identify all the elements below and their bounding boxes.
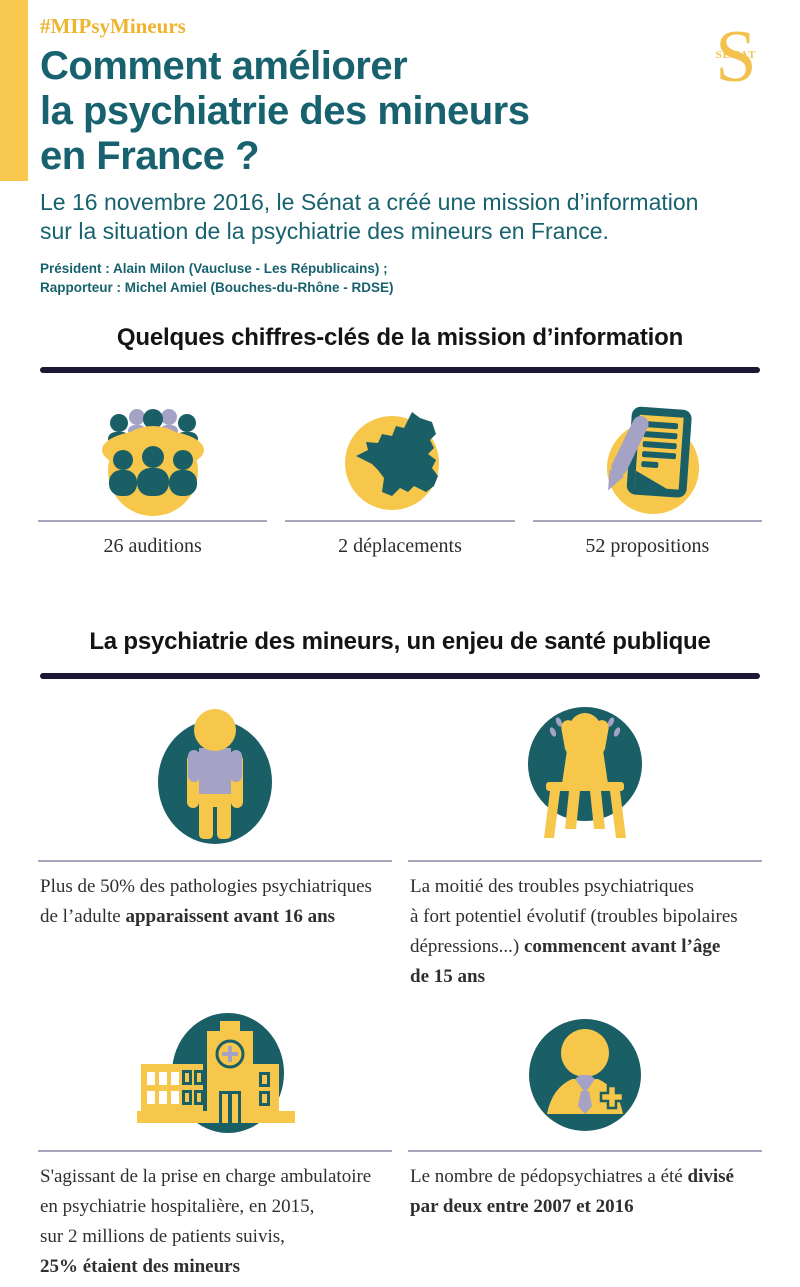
fact-text-regular: S'agissant de la prise en charge ambulat… [40,1166,372,1247]
page-title-line: la psychiatrie des mineurs [40,89,530,133]
page-title-line: Comment améliorer [40,44,408,88]
france-map-icon [285,392,514,518]
fact-text-bold: divisé par deux entre 2007 et 2016 [410,1166,734,1217]
section-heading-public-health: La psychiatrie des mineurs, un enjeu de … [89,628,711,655]
credits: Président : Alain Milon (Vaucluse - Les … [40,259,700,297]
fact-troubles: La moitié des troubles psychiatriques à … [408,692,762,992]
crying-person-icon [408,692,762,860]
document-pen-icon [533,392,762,518]
divider-line [408,860,762,862]
subtitle-line: Le 16 novembre 2016, le Sénat a créé une… [40,189,699,215]
hashtag: #MIPsyMineurs [40,14,186,38]
subtitle: Le 16 novembre 2016, le Sénat a créé une… [40,188,700,246]
section-heading-key-figures: Quelques chiffres-clés de la mission d’i… [116,324,684,351]
fact-text: S'agissant de la prise en charge ambulat… [40,1162,390,1282]
fact-text-bold: 25% étaient des mineurs [40,1256,241,1277]
facts-row-1: Plus de 50% des pathologies psychiatriqu… [38,692,762,992]
fact-text-regular: Le nombre de pédopsychiatres a été [410,1166,688,1187]
stat-label: 2 déplacements [338,535,462,557]
divider-line [532,520,762,522]
doctor-icon [408,1000,762,1150]
audience-icon [38,392,267,518]
fact-pedopsychiatres: Le nombre de pédopsychiatres a été divis… [408,1000,762,1282]
page-title: Comment améliorer la psychiatrie des min… [40,44,700,179]
divider-line [38,860,392,862]
subtitle-line: sur la situation de la psychiatrie des m… [40,218,609,244]
senat-logo-word: SÉNAT [715,49,757,61]
fact-text: Le nombre de pédopsychiatres a été divis… [410,1162,760,1222]
facts-row-2: S'agissant de la prise en charge ambulat… [38,1000,762,1282]
rapporteur-line: Rapporteur : Michel Amiel (Bouches-du-Rh… [40,280,394,295]
fact-text-regular: Plus de 50% des pathologies psychiatriqu… [40,876,372,927]
stat-propositions: 52 propositions [532,392,762,558]
fact-text-regular: La moitié des troubles psychiatriques à … [410,876,738,957]
senat-logo-letter: S [715,16,757,98]
section-rule [40,367,760,373]
divider-line [38,1150,392,1152]
fact-ambulatoire: S'agissant de la prise en charge ambulat… [38,1000,392,1282]
stat-auditions: 26 auditions [38,392,268,558]
stat-label: 52 propositions [585,535,710,557]
header-accent-bar [0,0,28,181]
key-figures-row: 26 auditions 2 déplacements [38,392,762,558]
stat-label: 26 auditions [103,535,202,557]
fact-text: La moitié des troubles psychiatriques à … [410,872,760,992]
senat-logo-icon: S SÉNAT [696,18,776,102]
standing-person-icon [38,692,392,860]
header: #MIPsyMineurs Comment améliorer la psych… [40,14,700,297]
divider-line [38,520,268,522]
divider-line [285,520,515,522]
page-title-line: en France ? [40,134,260,178]
section-rule [40,673,760,679]
fact-text-bold: apparaissent avant 16 ans [125,906,336,927]
fact-text: Plus de 50% des pathologies psychiatriqu… [40,872,390,932]
hospital-icon [38,1000,392,1150]
divider-line [408,1150,762,1152]
president-line: Président : Alain Milon (Vaucluse - Les … [40,261,388,276]
fact-pathologies: Plus de 50% des pathologies psychiatriqu… [38,692,392,992]
stat-deplacements: 2 déplacements [285,392,515,558]
fact-text-bold: commencent avant l’âge de 15 ans [410,936,721,987]
